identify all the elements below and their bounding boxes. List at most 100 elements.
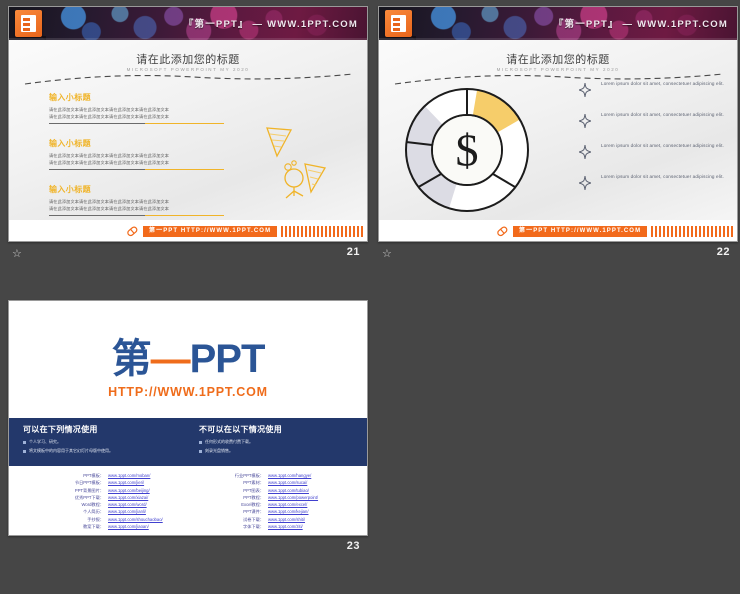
slide-cell-footer: ☆ 22 <box>378 242 738 268</box>
section-line: 请在此添加文本请在此添加文本请在此添加文本请在此添加文本 <box>49 206 170 212</box>
content-section: 输入小标题 请在此添加文本请在此添加文本请在此添加文本请在此添加文本 请在此添加… <box>49 92 224 124</box>
page-subtitle: MICROSOFT POWERPOINT MY 2020 <box>126 67 250 72</box>
link-url[interactable]: www.1ppt.com/beijing/ <box>108 487 150 493</box>
donut-chart: $ <box>401 84 533 220</box>
links-column-left: PPT模板： www.1ppt.com/moban/ 节日PPT模板： www.… <box>64 473 163 531</box>
link-row[interactable]: 手抄报： www.1ppt.com/shouchaobao/ <box>64 516 163 524</box>
character-doodle-icon <box>284 160 327 199</box>
dollar-sign-icon: $ <box>456 125 479 176</box>
terms-allowed: 可以在下列情况使用 个人学习、研究。 将文模板中的内容用于其它幻灯片母版中使用。 <box>23 424 193 458</box>
usage-terms: 可以在下列情况使用 个人学习、研究。 将文模板中的内容用于其它幻灯片母版中使用。… <box>9 418 367 466</box>
link-url[interactable]: www.1ppt.com/jianli/ <box>108 509 146 515</box>
link-row[interactable]: 行业PPT模板： www.1ppt.com/hangye/ <box>224 473 318 480</box>
slide-footer: 第一PPT HTTP://WWW.1PPT.COM <box>9 220 367 241</box>
terms-item: 将文模板中的内容用于其它幻灯片母版中使用。 <box>23 448 193 454</box>
link-label: Excel教程： <box>241 502 264 508</box>
star-icon[interactable]: ☆ <box>382 248 392 260</box>
dashed-divider-curve <box>24 73 354 85</box>
slide-cell-23[interactable]: 第—PPT HTTP://WWW.1PPT.COM 可以在下列情况使用 个人学习… <box>8 300 368 563</box>
pill-icon <box>127 226 138 237</box>
link-label: PPT教程： <box>243 494 264 500</box>
list-item-text: Lorem ipsum dolor sit amet, consectetuer… <box>601 81 724 86</box>
link-url[interactable]: www.1ppt.com/kejian/ <box>268 509 309 515</box>
slide-cell-21[interactable]: 『第一PPT』 — WWW.1PPT.COM 请在此添加您的标题 MICROSO… <box>8 6 368 269</box>
link-url[interactable]: www.1ppt.com/sucai/ <box>268 480 308 486</box>
section-line: 请在此添加文本请在此添加文本请在此添加文本请在此添加文本 <box>49 199 170 204</box>
link-url[interactable]: www.1ppt.com/tubiao/ <box>268 487 309 493</box>
link-row[interactable]: 教案下载： www.1ppt.com/jiaoan/ <box>64 524 163 531</box>
link-label: 教案下载： <box>83 524 104 530</box>
link-url[interactable]: www.1ppt.com/excel/ <box>268 502 308 508</box>
link-url[interactable]: www.1ppt.com/moban/ <box>108 473 151 478</box>
link-url[interactable]: www.1ppt.com/xiazai/ <box>108 494 149 500</box>
link-row[interactable]: 节日PPT模板： www.1ppt.com/jieri/ <box>64 480 163 487</box>
link-url[interactable]: www.1ppt.com/jieri/ <box>108 480 145 486</box>
link-row[interactable]: PPT模板： www.1ppt.com/moban/ <box>64 473 163 480</box>
link-row[interactable]: Word教程： www.1ppt.com/word/ <box>64 502 163 509</box>
link-row[interactable]: 试卷下载： www.1ppt.com/shiti/ <box>224 517 318 524</box>
link-label: Word教程： <box>81 502 105 508</box>
link-url[interactable]: www.1ppt.com/powerpoint/ <box>268 494 319 500</box>
link-label: PPT背景图片： <box>74 487 104 493</box>
ice-cream-doodle-icon <box>266 127 293 158</box>
link-url[interactable]: www.1ppt.com/hangye/ <box>268 473 312 478</box>
powerpoint-icon <box>385 10 416 40</box>
link-row[interactable]: PPT图表： www.1ppt.com/tubiao/ <box>224 488 318 495</box>
slide-banner: 『第一PPT』 — WWW.1PPT.COM <box>379 7 737 40</box>
resource-links: PPT模板： www.1ppt.com/moban/ 节日PPT模板： www.… <box>9 466 367 535</box>
slide-cell-footer: ☆ 21 <box>8 242 368 268</box>
link-row[interactable]: PPT教程： www.1ppt.com/powerpoint/ <box>224 495 318 502</box>
section-line: 请在此添加文本请在此添加文本请在此添加文本请在此添加文本 <box>49 153 170 158</box>
terms-item: 任何形式的收费付费下载。 <box>199 439 367 445</box>
footer-stripes <box>651 226 733 237</box>
logo-char-1: 第 <box>111 337 152 381</box>
slide-23[interactable]: 第—PPT HTTP://WWW.1PPT.COM 可以在下列情况使用 个人学习… <box>8 300 368 536</box>
list-item-text: Lorem ipsum dolor sit amet, consectetuer… <box>601 112 724 117</box>
slide-21[interactable]: 『第一PPT』 — WWW.1PPT.COM 请在此添加您的标题 MICROSO… <box>8 6 368 242</box>
logo-ppt: PPT <box>189 337 266 381</box>
diamond-sparkle-icon <box>579 176 591 190</box>
link-row[interactable]: 优秀PPT下载： www.1ppt.com/xiazai/ <box>64 495 163 502</box>
section-rule <box>49 122 224 124</box>
list-item: Lorem ipsum dolor sit amet, consectetuer… <box>575 173 727 199</box>
link-url[interactable]: www.1ppt.com/jiaoan/ <box>108 524 149 530</box>
link-row[interactable]: PPT课件： www.1ppt.com/kejian/ <box>224 509 318 516</box>
link-row[interactable]: PPT素材： www.1ppt.com/sucai/ <box>224 480 318 487</box>
slide-footer: 第一PPT HTTP://WWW.1PPT.COM <box>379 220 737 241</box>
link-url[interactable]: www.1ppt.com/word/ <box>108 502 147 508</box>
section-heading: 输入小标题 <box>49 93 91 102</box>
page-title: 请在此添加您的标题 <box>506 54 610 66</box>
link-row[interactable]: PPT背景图片： www.1ppt.com/beijing/ <box>64 488 163 495</box>
terms-item: 个人学习、研究。 <box>23 439 193 445</box>
section-heading: 输入小标题 <box>49 139 91 148</box>
link-url[interactable]: www.1ppt.com/ziti/ <box>268 524 303 530</box>
link-row[interactable]: 个人简历： www.1ppt.com/jianli/ <box>64 509 163 516</box>
footer-stripes <box>281 226 363 237</box>
slide-banner: 『第一PPT』 — WWW.1PPT.COM <box>9 7 367 40</box>
star-icon[interactable]: ☆ <box>12 248 22 260</box>
link-row[interactable]: Excel教程： www.1ppt.com/excel/ <box>224 502 318 509</box>
banner-text: 『第一PPT』 — WWW.1PPT.COM <box>183 19 358 30</box>
terms-heading: 不可以在以下情况使用 <box>199 425 282 434</box>
link-label: PPT课件： <box>243 509 264 515</box>
content-section: 输入小标题 请在此添加文本请在此添加文本请在此添加文本请在此添加文本 请在此添加… <box>49 184 224 216</box>
link-label: 个人简历： <box>83 509 104 515</box>
slide-cell-22[interactable]: 『第一PPT』 — WWW.1PPT.COM 请在此添加您的标题 MICROSO… <box>378 6 738 269</box>
banner-text: 『第一PPT』 — WWW.1PPT.COM <box>553 19 728 30</box>
list-item: Lorem ipsum dolor sit amet, consectetuer… <box>575 80 727 106</box>
link-url[interactable]: www.1ppt.com/shiti/ <box>268 516 306 522</box>
logo-zone: 第—PPT HTTP://WWW.1PPT.COM <box>9 301 367 418</box>
diamond-sparkle-icon <box>579 145 591 159</box>
link-label: 行业PPT模板： <box>234 473 264 478</box>
diamond-sparkle-icon <box>579 83 591 97</box>
logo-dash: — <box>150 337 191 381</box>
brand-logo: 第—PPT HTTP://WWW.1PPT.COM <box>9 339 367 399</box>
logo-text: 第—PPT <box>9 339 367 379</box>
link-row[interactable]: 字体下载： www.1ppt.com/ziti/ <box>224 524 318 531</box>
link-url[interactable]: www.1ppt.com/shouchaobao/ <box>108 516 163 522</box>
diamond-sparkle-icon <box>579 114 591 128</box>
link-label: 优秀PPT下载： <box>74 494 104 500</box>
slide-22[interactable]: 『第一PPT』 — WWW.1PPT.COM 请在此添加您的标题 MICROSO… <box>378 6 738 242</box>
section-rule <box>49 168 224 170</box>
